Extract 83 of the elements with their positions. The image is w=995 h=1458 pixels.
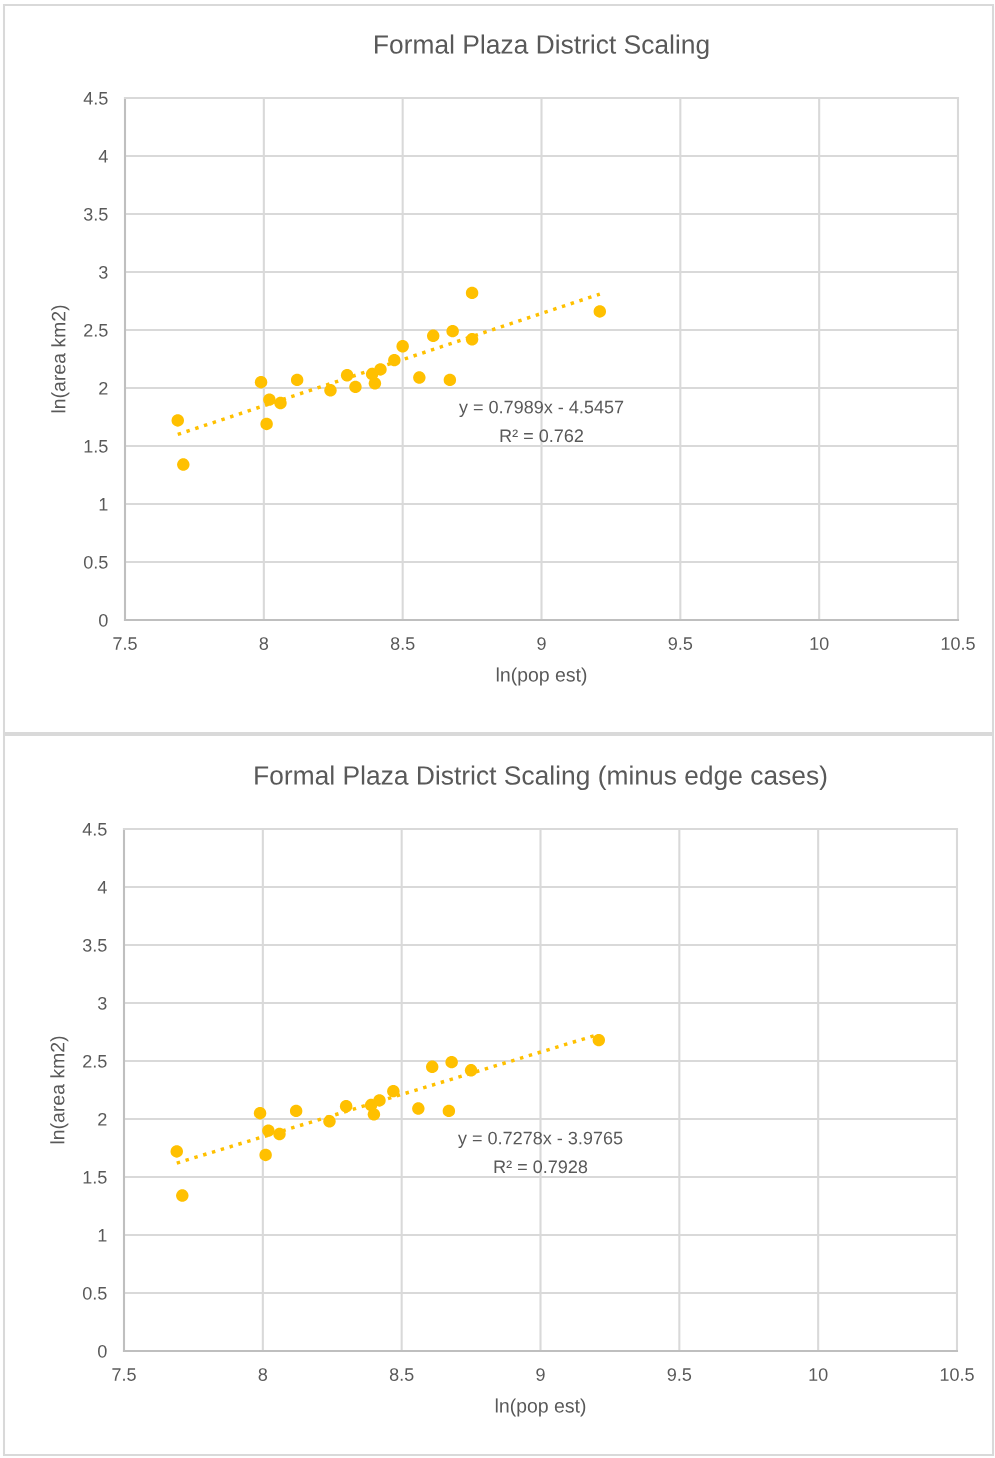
x-tick-label: 9.5 xyxy=(668,637,693,650)
y-tick-label: 4.5 xyxy=(82,823,107,836)
point xyxy=(445,1055,458,1069)
point xyxy=(367,1108,381,1121)
point xyxy=(442,1104,456,1118)
x-tick-label: 9.5 xyxy=(667,1368,692,1381)
point xyxy=(177,458,190,471)
point xyxy=(171,414,184,427)
y-tick-label: 3 xyxy=(98,265,108,279)
y-tick-label: 2 xyxy=(99,381,108,395)
point xyxy=(263,393,276,406)
point xyxy=(388,353,401,367)
y-tick-label: 2.5 xyxy=(83,1054,107,1068)
point xyxy=(170,1145,183,1158)
point xyxy=(260,417,273,431)
y-tick-label: 1 xyxy=(98,1229,107,1242)
point xyxy=(592,1033,606,1047)
y-tick-label: 4.5 xyxy=(83,92,108,105)
point xyxy=(368,377,382,390)
point xyxy=(412,1102,425,1115)
point xyxy=(259,1148,272,1162)
point xyxy=(290,373,304,387)
y-tick-label: 3 xyxy=(97,996,107,1010)
annotation: R² = 0.762 xyxy=(500,429,583,443)
point xyxy=(373,1094,386,1107)
chart-title: Formal Plaza District Scaling xyxy=(375,34,709,60)
y-tick-label: 0.5 xyxy=(82,1286,107,1300)
x-tick-label: 10 xyxy=(809,1368,828,1381)
point xyxy=(465,333,479,346)
x-tick-label: 8.5 xyxy=(390,637,415,650)
point xyxy=(413,371,426,384)
point xyxy=(254,375,268,389)
x-axis-title: ln(pop est) xyxy=(496,667,587,686)
x-axis-title: ln(pop est) xyxy=(495,1398,586,1417)
chart-title: Formal Plaza District Scaling (minus edge cases) xyxy=(255,765,827,791)
y-tick-label: 0 xyxy=(98,1344,107,1358)
annotation: R² = 0.7928 xyxy=(494,1160,588,1174)
point xyxy=(349,380,362,394)
point xyxy=(374,363,387,376)
x-tick-label: 10 xyxy=(810,637,829,650)
y-axis-title: ln(area km2) xyxy=(51,305,70,413)
point xyxy=(289,1104,303,1118)
y-tick-label: 3.5 xyxy=(83,207,108,221)
point xyxy=(323,1115,336,1128)
point xyxy=(387,1084,400,1098)
x-tick-label: 7.5 xyxy=(112,1368,136,1381)
x-tick-label: 10.5 xyxy=(941,637,975,650)
y-tick-label: 1.5 xyxy=(84,440,108,453)
y-tick-label: 1 xyxy=(99,498,108,511)
x-tick-label: 9 xyxy=(537,637,546,650)
point xyxy=(324,384,337,397)
point xyxy=(340,369,354,382)
x-tick-label: 9 xyxy=(536,1368,545,1381)
x-tick-label: 7.5 xyxy=(113,637,137,650)
point xyxy=(426,1060,439,1074)
y-tick-label: 2 xyxy=(98,1112,107,1126)
point xyxy=(274,396,287,410)
point xyxy=(593,305,607,318)
point xyxy=(465,286,479,300)
point xyxy=(273,1127,286,1141)
y-tick-label: 3.5 xyxy=(82,938,107,952)
annotation: y = 0.7989x - 4.5457 xyxy=(458,400,624,418)
point xyxy=(427,329,440,343)
y-tick-label: 1.5 xyxy=(83,1171,107,1184)
point xyxy=(262,1124,275,1137)
y-tick-label: 2.5 xyxy=(84,323,108,337)
x-tick-label: 8.5 xyxy=(389,1368,414,1381)
x-tick-label: 10.5 xyxy=(940,1368,974,1381)
point xyxy=(396,340,409,353)
point xyxy=(464,1064,478,1077)
x-tick-label: 8 xyxy=(259,637,269,650)
point xyxy=(176,1189,189,1202)
point xyxy=(446,324,459,338)
y-tick-label: 0 xyxy=(99,613,108,627)
y-tick-label: 0.5 xyxy=(83,555,108,569)
point xyxy=(443,373,457,387)
y-tick-label: 4 xyxy=(97,881,107,894)
point xyxy=(253,1106,267,1120)
y-axis-title: ln(area km2) xyxy=(50,1036,69,1144)
y-tick-label: 4 xyxy=(98,150,108,163)
point xyxy=(339,1100,353,1113)
annotation: y = 0.7278x - 3.9765 xyxy=(457,1131,623,1149)
x-tick-label: 8 xyxy=(258,1368,268,1381)
